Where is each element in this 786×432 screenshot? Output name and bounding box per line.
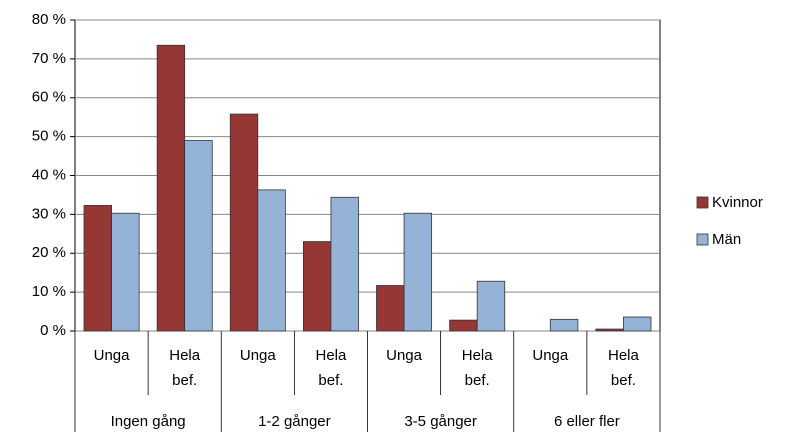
bar [184,140,213,332]
legend-label: Män [712,231,741,248]
bar [257,189,286,332]
y-tick-label: 80 % [32,11,66,28]
bar [403,212,433,332]
bar [476,280,506,332]
x-tick-label: Unga [240,347,277,364]
y-tick-label: 40 % [32,166,66,183]
bar [623,316,652,332]
group-label: 1-2 gånger [258,413,331,430]
y-tick-label: 20 % [32,244,66,261]
group-label: Ingen gång [111,413,186,430]
bar [449,319,478,332]
x-tick-label: Unga [532,347,569,364]
legend-label: Kvinnor [712,194,763,211]
bar [156,44,186,332]
bar [111,212,140,332]
y-tick-label: 0 % [40,322,66,339]
legend-swatch [696,196,709,209]
bar [595,328,624,332]
x-tick-label: Unga [94,347,131,364]
group-label: 6 eller fler [554,413,620,430]
y-tick-label: 30 % [32,205,66,222]
y-tick-label: 10 % [32,283,66,300]
x-tick-label: Hela bef. [316,347,348,389]
y-tick-label: 50 % [32,128,66,145]
bar [549,318,579,332]
bar [302,241,332,332]
bar [83,205,112,332]
group-label: 3-5 gånger [404,413,477,430]
x-tick-label: Hela bef. [462,347,494,389]
x-tick-label: Hela bef. [608,347,640,389]
bar [229,113,259,332]
x-tick-label: Hela bef. [169,347,201,389]
x-tick-label: Unga [386,347,423,364]
bar [376,285,405,332]
y-tick-label: 60 % [32,89,66,106]
bar [330,196,359,332]
legend-swatch [696,233,709,246]
y-tick-label: 70 % [32,50,66,67]
